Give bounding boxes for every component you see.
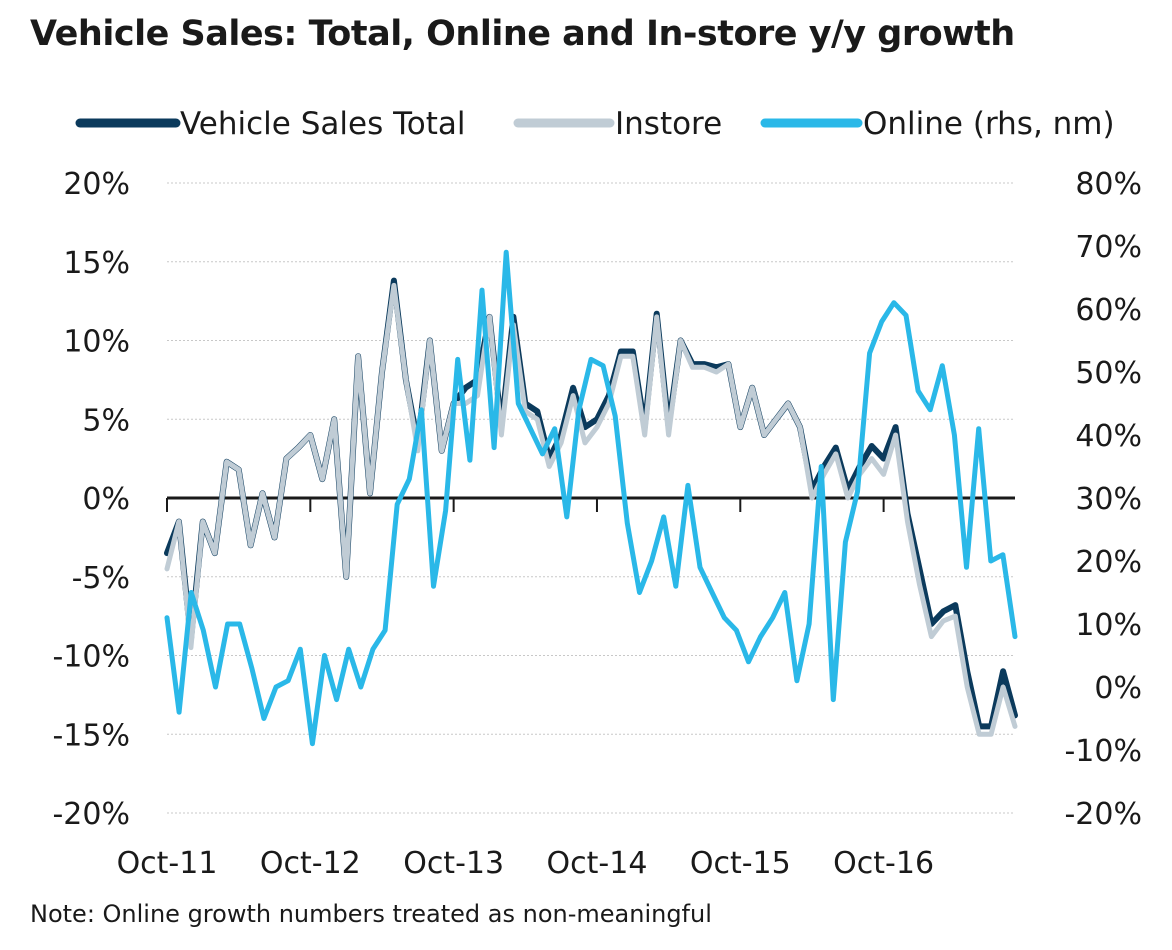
right-tick-label: 80% [1075, 167, 1142, 202]
left-tick-label: -5% [72, 561, 130, 596]
legend-label: Online (rhs, nm) [863, 106, 1115, 142]
chart-note: Note: Online growth numbers treated as n… [30, 900, 712, 928]
left-tick-label: 15% [63, 246, 130, 281]
right-tick-label: 10% [1075, 608, 1142, 643]
left-axis-ticks: 20% 15% 10% 5% 0% -5% -10% -15% -20% [52, 167, 130, 832]
right-tick-label: 70% [1075, 230, 1142, 265]
right-axis-ticks: 80% 70% 60% 50% 40% 30% 20% 10% 0% -10% -20% [1064, 167, 1142, 832]
right-tick-label: -20% [1064, 797, 1142, 832]
x-tick-label: Oct-11 [117, 846, 218, 881]
left-tick-label: 5% [82, 403, 130, 438]
legend-label: Vehicle Sales Total [180, 106, 465, 142]
left-tick-label: -10% [52, 640, 130, 675]
left-tick-label: 0% [82, 482, 130, 517]
x-tick-label: Oct-12 [260, 846, 361, 881]
left-tick-label: -20% [52, 797, 130, 832]
left-tick-label: 20% [63, 167, 130, 202]
chart-title: Vehicle Sales: Total, Online and In-stor… [30, 14, 1015, 54]
left-tick-label: -15% [52, 718, 130, 753]
series-line-instore [164, 282, 1018, 737]
legend-label: Instore [615, 106, 722, 142]
x-tick-label: Oct-14 [547, 846, 648, 881]
right-tick-label: -10% [1064, 734, 1142, 769]
right-tick-label: 30% [1075, 482, 1142, 517]
right-tick-label: 0% [1094, 671, 1142, 706]
zero-baseline [166, 496, 1015, 512]
series-line-online-rhs-nm [164, 249, 1018, 747]
right-tick-label: 40% [1075, 419, 1142, 454]
right-tick-label: 50% [1075, 356, 1142, 391]
x-tick-label: Oct-16 [833, 846, 934, 881]
x-tick-label: Oct-15 [690, 846, 791, 881]
left-tick-label: 10% [63, 325, 130, 360]
legend: Vehicle Sales Total Instore Online (rhs, n… [75, 106, 1115, 142]
x-tick-label: Oct-13 [403, 846, 504, 881]
right-tick-label: 60% [1075, 293, 1142, 328]
right-tick-label: 20% [1075, 545, 1142, 580]
series-lines [164, 249, 1018, 747]
x-axis-ticks: Oct-11 Oct-12 Oct-13 Oct-14 Oct-15 Oct-16 [117, 846, 934, 881]
